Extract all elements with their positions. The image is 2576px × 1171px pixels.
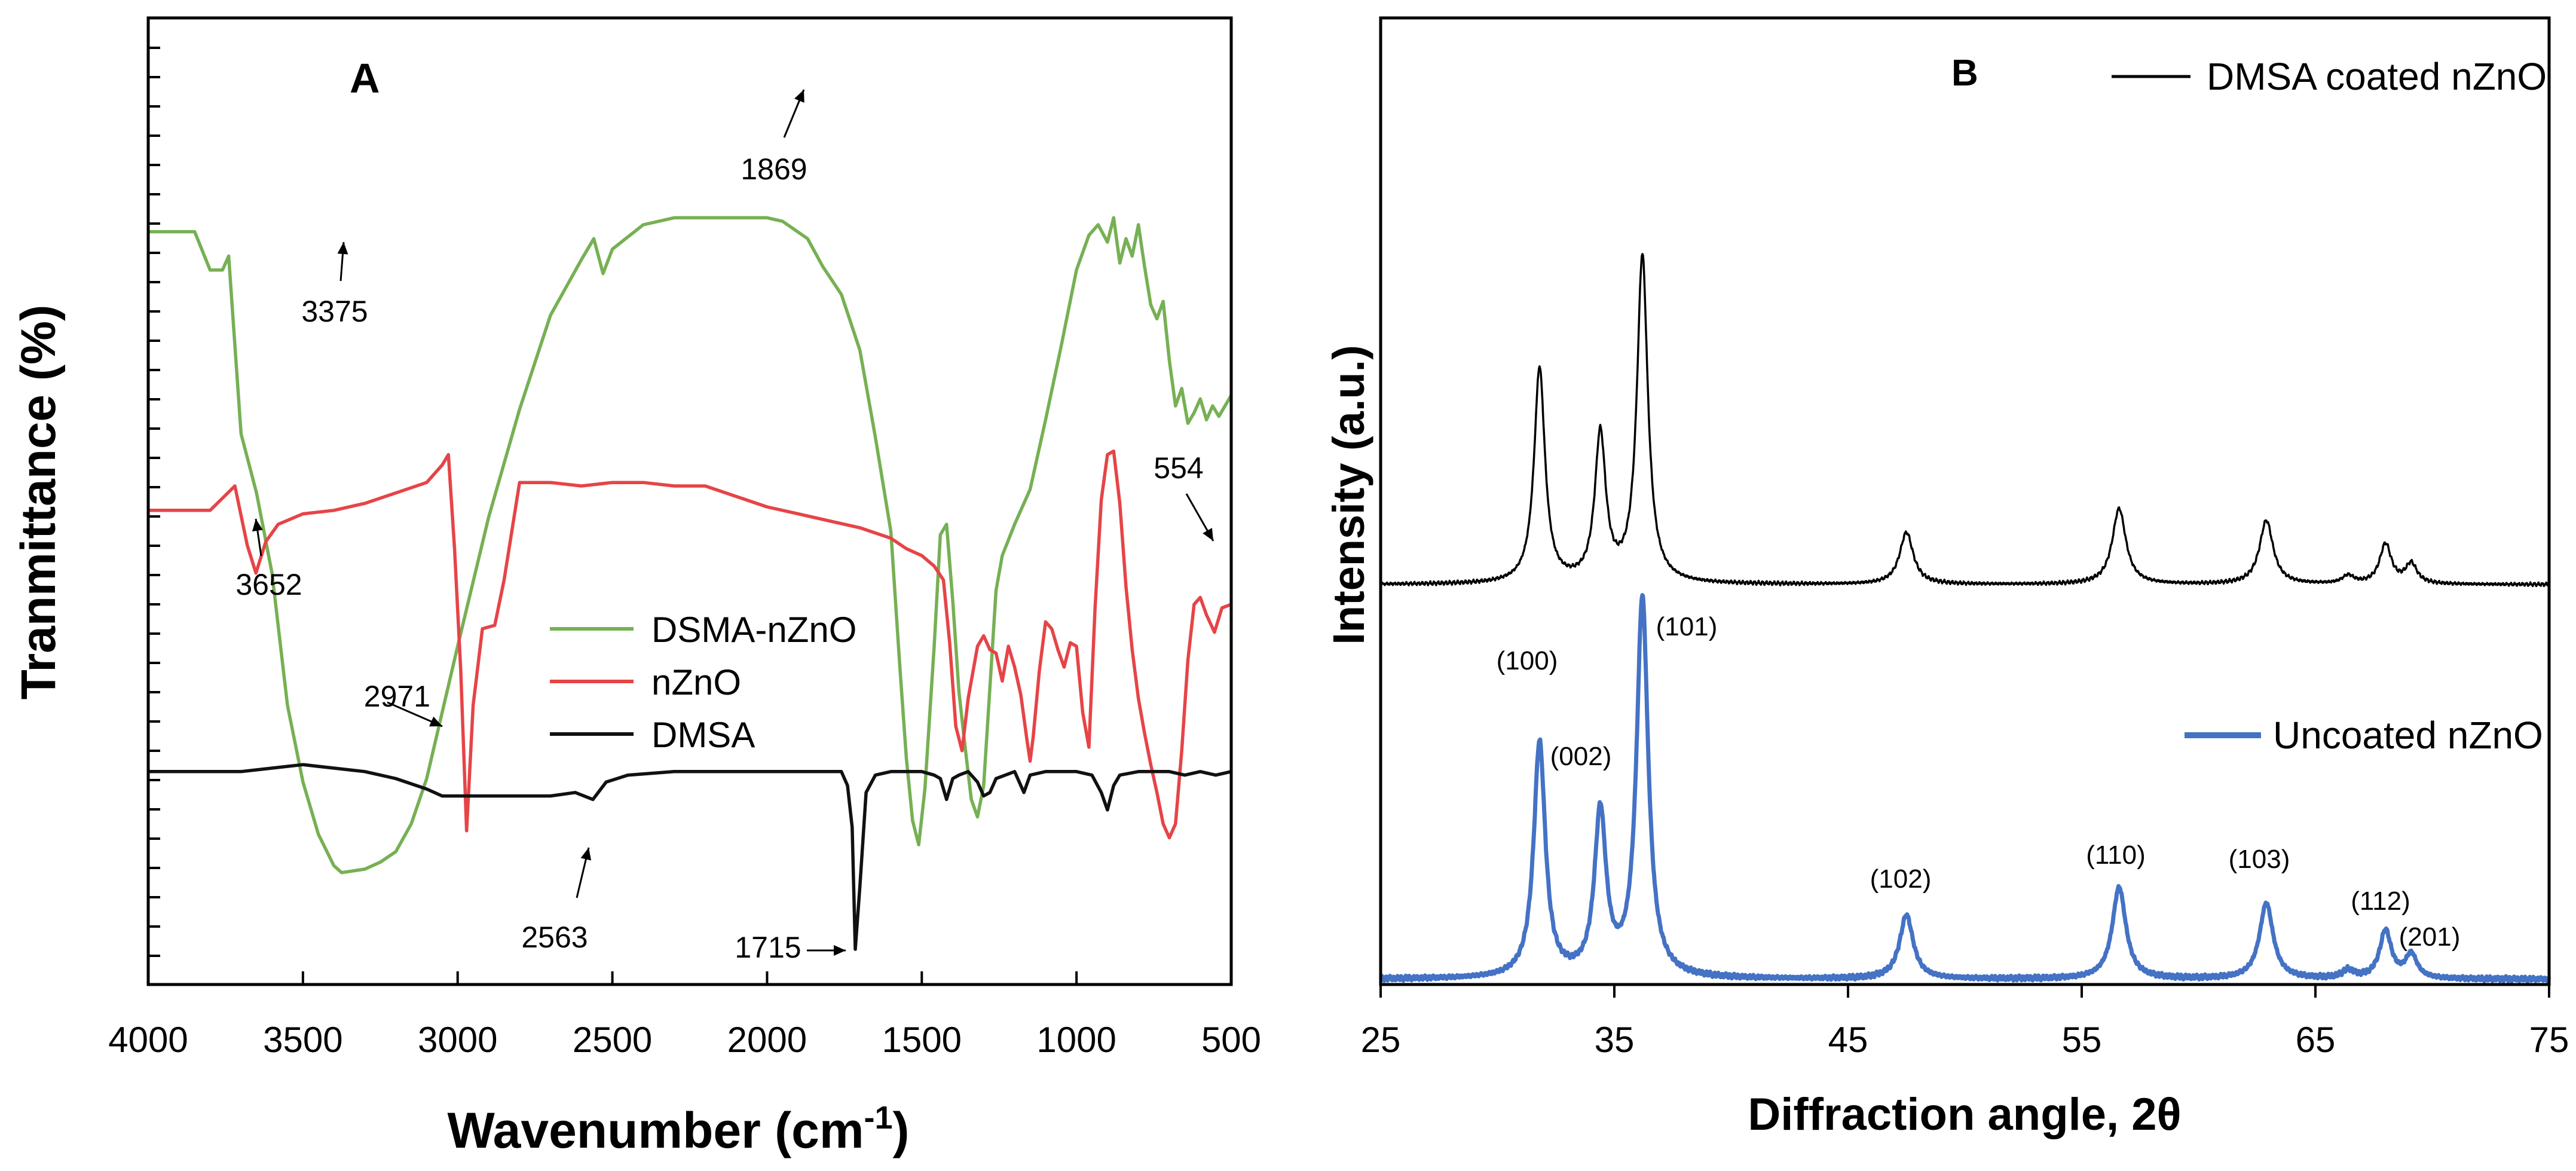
hkl-label-201: (201) <box>2399 922 2461 952</box>
x-tick-label: 65 <box>2296 1020 2336 1060</box>
hkl-label-102: (102) <box>1870 864 1932 894</box>
panel-a-plot-frame <box>146 16 1233 986</box>
series-nzno <box>148 449 1232 840</box>
panel-a-x-axis-label-sup: -1 <box>864 1100 893 1136</box>
hkl-label-101: (101) <box>1656 612 1718 641</box>
series-dsma-nzno <box>148 216 1233 875</box>
panel-b-xrd-chart: 25 35 45 55 65 75 (100)(002)(101)(102)(110) (1… <box>1324 16 2569 1140</box>
annotation-label: 2563 <box>521 921 588 954</box>
x-tick-label: 3500 <box>263 1020 342 1060</box>
x-tick-label: 2000 <box>727 1020 807 1060</box>
hkl-label-110: (110) <box>2086 840 2145 870</box>
panel-a-legend: DSMA-nZnO nZnO DMSA <box>550 610 856 755</box>
annotation-arrowhead <box>252 519 263 532</box>
series-dmsa-coated-nzno <box>1379 253 2550 588</box>
annotation-label: 2971 <box>364 680 430 713</box>
annotation-arrowhead <box>580 848 592 861</box>
annotation-3375: 3375 <box>301 241 368 328</box>
series-uncoated-nzno <box>1379 593 2551 984</box>
legend-label-dmsa: DMSA <box>651 715 755 755</box>
annotation-arrowhead <box>429 716 442 727</box>
legend-item-nzno: nZnO <box>550 662 741 702</box>
panel-a-letter: A <box>350 55 380 102</box>
hkl-label-002: (002) <box>1550 742 1612 771</box>
x-tick-label: 1000 <box>1036 1020 1116 1060</box>
panel-a-x-axis-label-end: ) <box>893 1102 910 1158</box>
x-tick-label: 55 <box>2062 1020 2102 1060</box>
panel-a-y-ticks <box>148 47 160 957</box>
x-tick-label: 25 <box>1361 1020 1401 1060</box>
annotation-label: 1869 <box>741 152 807 186</box>
annotation-2563: 2563 <box>521 847 592 954</box>
x-tick-label: 2500 <box>573 1020 652 1060</box>
legend-item-dmsa: DMSA <box>550 715 755 755</box>
annotation-arrowhead <box>794 90 804 103</box>
x-tick-label: 3000 <box>418 1020 497 1060</box>
panel-a-x-axis-label: Wavenumber (cm-1) <box>447 1100 909 1158</box>
panel-a-y-axis-label: Tranmittance (%) <box>11 305 66 700</box>
annotation-arrowhead <box>337 242 348 255</box>
panel-b-legend-uncoated: Uncoated nZnO <box>2185 714 2543 757</box>
legend-label-uncoated: Uncoated nZnO <box>2273 714 2543 757</box>
x-tick-label: 500 <box>1201 1020 1261 1060</box>
panel-a-x-axis-label-main: Wavenumber (cm <box>447 1102 864 1158</box>
x-tick-label: 1500 <box>882 1020 962 1060</box>
annotation-label: 554 <box>1154 451 1203 485</box>
legend-item-dsma-nzno: DSMA-nZnO <box>550 610 856 650</box>
panel-a-annotations: 3375 1869 3652 554 2971 2563 1715 <box>235 89 1214 964</box>
annotation-1869: 1869 <box>741 89 807 186</box>
x-tick-label: 35 <box>1595 1020 1635 1060</box>
hkl-label-100: (100) <box>1497 646 1558 675</box>
annotation-label: 3375 <box>301 295 368 328</box>
panel-a-ftir-chart: 4000 3500 3000 2500 2000 1500 1000 500 3375 1869… <box>11 16 1261 1158</box>
legend-label-nzno: nZnO <box>651 662 741 702</box>
panel-b-series-layer <box>1379 253 2551 984</box>
x-tick-label: 75 <box>2529 1020 2569 1060</box>
annotation-554: 554 <box>1154 451 1214 542</box>
x-tick-label: 4000 <box>108 1020 188 1060</box>
annotation-label: 1715 <box>735 931 801 964</box>
panel-b-x-ticks: 25 35 45 55 65 75 <box>1361 985 2569 1060</box>
annotation-label: 3652 <box>235 568 302 601</box>
annotation-1715: 1715 <box>735 931 846 964</box>
panel-b-legend-coated: DMSA coated nZnO <box>2112 55 2547 98</box>
hkl-label-103: (103) <box>2229 845 2290 874</box>
panel-b-letter: B <box>1951 53 1978 94</box>
annotation-2971: 2971 <box>364 680 443 727</box>
legend-label-dsma-nzno: DSMA-nZnO <box>651 610 856 650</box>
panel-b-hkl-labels: (100) (002) (101) (102) (110) (103) (112) (201) <box>1497 612 2461 952</box>
x-tick-label: 45 <box>1828 1020 1868 1060</box>
panel-a-series-layer <box>148 216 1233 951</box>
annotation-3652: 3652 <box>235 518 302 601</box>
panel-b-y-axis-label: Intensity (a.u.) <box>1324 345 1373 645</box>
hkl-label-112: (112) <box>2351 886 2410 916</box>
panel-b-x-axis-label: Diffraction angle, 2θ <box>1748 1089 2181 1140</box>
panel-b-plot-frame <box>1379 16 2551 986</box>
legend-label-coated: DMSA coated nZnO <box>2207 55 2547 98</box>
annotation-arrowhead <box>834 945 846 956</box>
series-dmsa <box>148 763 1232 951</box>
annotation-arrowhead <box>1203 528 1213 541</box>
panel-a-x-ticks: 4000 3500 3000 2500 2000 1500 1000 500 <box>108 971 1261 1060</box>
